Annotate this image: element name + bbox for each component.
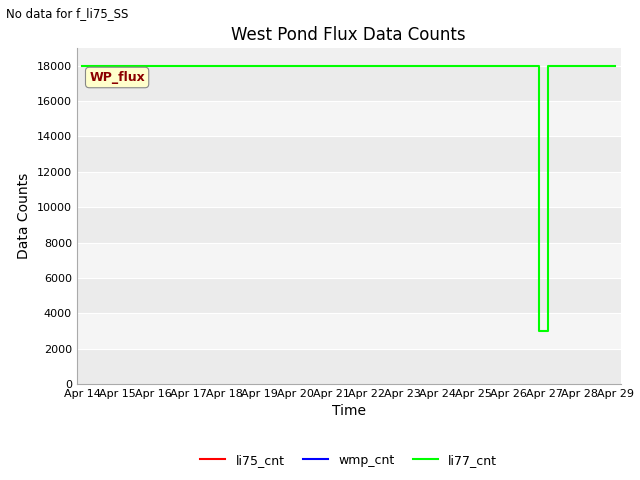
- Bar: [77, 172, 621, 207]
- Title: West Pond Flux Data Counts: West Pond Flux Data Counts: [232, 25, 466, 44]
- Bar: [77, 66, 621, 101]
- Text: WP_flux: WP_flux: [89, 71, 145, 84]
- Bar: [77, 136, 621, 172]
- Y-axis label: Data Counts: Data Counts: [17, 173, 31, 259]
- Bar: [77, 101, 621, 136]
- Bar: [77, 207, 621, 242]
- Bar: [77, 313, 621, 348]
- Legend: li75_cnt, wmp_cnt, li77_cnt: li75_cnt, wmp_cnt, li77_cnt: [195, 449, 502, 472]
- Bar: [77, 278, 621, 313]
- Text: No data for f_li75_SS: No data for f_li75_SS: [6, 7, 129, 20]
- X-axis label: Time: Time: [332, 405, 366, 419]
- Bar: [77, 348, 621, 384]
- Bar: [77, 242, 621, 278]
